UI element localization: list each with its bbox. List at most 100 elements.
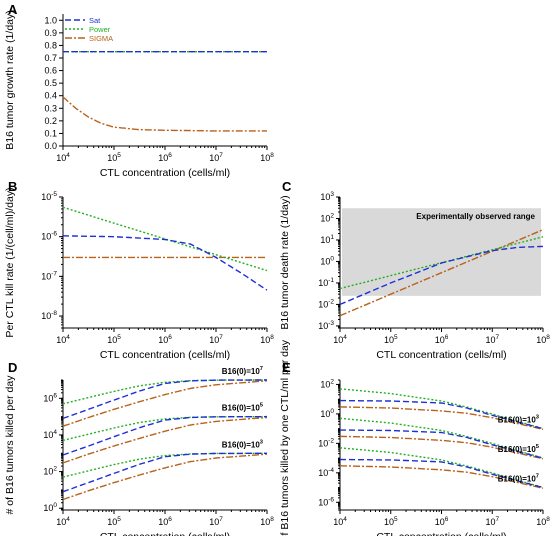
y-tick-label: 101	[320, 234, 334, 245]
y-tick-label: 102	[320, 212, 334, 223]
x-tick-label: 107	[485, 516, 499, 527]
series-line-sigma	[339, 406, 544, 430]
panel-label: E	[282, 360, 291, 375]
y-tick-label: 10-3	[318, 320, 334, 331]
series-line-power	[62, 206, 268, 272]
y-tick-label: 0.3	[44, 103, 57, 113]
x-axis-label: CTL concentration (cells/ml)	[376, 531, 506, 536]
y-tick-label: 0.9	[44, 28, 57, 38]
y-tick-label: 10-1	[318, 277, 334, 288]
x-tick-label: 105	[384, 516, 398, 527]
x-tick-label: 107	[209, 516, 223, 527]
y-tick-label: 10-2	[318, 437, 334, 448]
x-tick-label: 107	[209, 152, 223, 163]
y-tick-label: 100	[43, 502, 57, 513]
y-axis-label: # of B16 tumors killed by one CTL/ml per…	[279, 339, 291, 536]
y-tick-label: 1.0	[44, 15, 57, 25]
y-tick-label: 10-7	[41, 270, 57, 281]
y-axis-label: B16 tumor death rate (1/day)	[279, 195, 291, 329]
y-axis-label: Per CTL kill rate (1/(cell/ml)/day)	[4, 187, 16, 337]
y-axis-label: # of B16 tumors killed per day	[4, 375, 16, 515]
y-tick-label: 0.5	[44, 78, 57, 88]
y-tick-label: 10-2	[318, 298, 334, 309]
x-tick-label: 108	[260, 152, 274, 163]
series-line-sat	[62, 379, 267, 420]
y-tick-label: 10-6	[318, 496, 334, 507]
series-line-sat	[62, 415, 268, 456]
y-tick-label: 0.0	[44, 141, 57, 151]
y-tick-label: 102	[43, 466, 57, 477]
series-line-sigma	[62, 416, 268, 464]
panel-label: A	[8, 2, 18, 17]
x-tick-label: 104	[333, 516, 347, 527]
x-tick-label: 105	[107, 334, 121, 345]
series-line-sat	[340, 429, 544, 459]
legend-label: Power	[89, 25, 111, 34]
series-line-sat	[339, 458, 544, 489]
y-tick-label: 103	[320, 191, 334, 202]
y-tick-label: 0.8	[44, 40, 57, 50]
x-tick-label: 106	[158, 152, 172, 163]
series-line-sat	[62, 452, 267, 493]
y-tick-label: 0.1	[44, 128, 57, 138]
series-line-sigma	[62, 453, 268, 501]
x-tick-label: 107	[209, 334, 223, 345]
range-annotation: Experimentally observed range	[416, 212, 535, 221]
y-tick-label: 10-6	[41, 231, 57, 242]
x-tick-label: 104	[56, 334, 70, 345]
x-tick-label: 108	[260, 334, 274, 345]
y-tick-label: 10-5	[41, 191, 57, 202]
legend-label: Sat	[89, 16, 101, 25]
group-label: B16(0)=103	[222, 439, 263, 449]
x-tick-label: 106	[435, 334, 449, 345]
series-line-sat	[339, 245, 544, 306]
x-tick-label: 106	[158, 334, 172, 345]
x-tick-label: 108	[536, 516, 550, 527]
series-line-sigma	[339, 229, 544, 317]
panel-c: 104 105 106 107 108 10-3 10-2 10-1 100 101 102 103 C…	[279, 179, 550, 361]
x-tick-label: 104	[56, 516, 70, 527]
series-line-sat	[340, 399, 544, 430]
x-tick-label: 106	[158, 516, 172, 527]
x-axis-label: CTL concentration (cells/ml)	[100, 167, 230, 179]
x-tick-label: 108	[260, 516, 274, 527]
y-tick-label: 104	[43, 429, 57, 440]
y-tick-label: 0.2	[44, 116, 57, 126]
observed-range-band	[342, 208, 541, 296]
x-tick-label: 107	[485, 334, 499, 345]
y-tick-label: 10-8	[41, 310, 57, 321]
x-axis-label: CTL concentration (cells/ml)	[376, 349, 506, 361]
y-tick-label: 100	[320, 255, 334, 266]
group-label: B16(0)=105	[222, 403, 264, 413]
x-tick-label: 105	[107, 152, 121, 163]
panel-label: B	[8, 179, 17, 194]
panel-label: D	[8, 360, 17, 375]
series-line-sigma	[62, 96, 267, 132]
legend-label: SIGMA	[89, 34, 113, 43]
y-tick-label: 100	[320, 408, 334, 419]
x-axis-label: CTL concentration (cells/ml)	[100, 531, 230, 536]
panel-e: 104 105 106 107 108 10-6 10-4 10-2 100 102 CTL con…	[279, 339, 550, 536]
x-axis-label: CTL concentration (cells/ml)	[100, 349, 230, 361]
series-line-power	[339, 388, 544, 430]
group-label: B16(0)=107	[498, 474, 539, 484]
y-tick-label: 0.7	[44, 53, 57, 63]
group-label: B16(0)=103	[498, 415, 539, 425]
x-tick-label: 104	[333, 334, 347, 345]
panel-d: 104 105 106 107 108 100 102 104 106 CTL concentra…	[4, 360, 274, 536]
series-line-sat	[62, 235, 268, 291]
series-line-power	[339, 447, 544, 489]
series-line-sigma	[339, 465, 544, 489]
group-label: B16(0)=105	[498, 444, 540, 454]
panel-a: 104 105 106 107 108 0.0 0.1 0.2 0.3 0.4 0.5 0.6 0.7 0…	[4, 2, 274, 179]
y-axis-label: B16 tumor growth rate (1/day)	[4, 10, 16, 149]
x-tick-label: 105	[384, 334, 398, 345]
x-tick-label: 108	[536, 334, 550, 345]
x-tick-label: 104	[56, 152, 70, 163]
x-tick-label: 105	[107, 516, 121, 527]
y-tick-label: 0.4	[44, 91, 57, 101]
x-tick-label: 106	[435, 516, 449, 527]
y-tick-label: 0.6	[44, 66, 57, 76]
